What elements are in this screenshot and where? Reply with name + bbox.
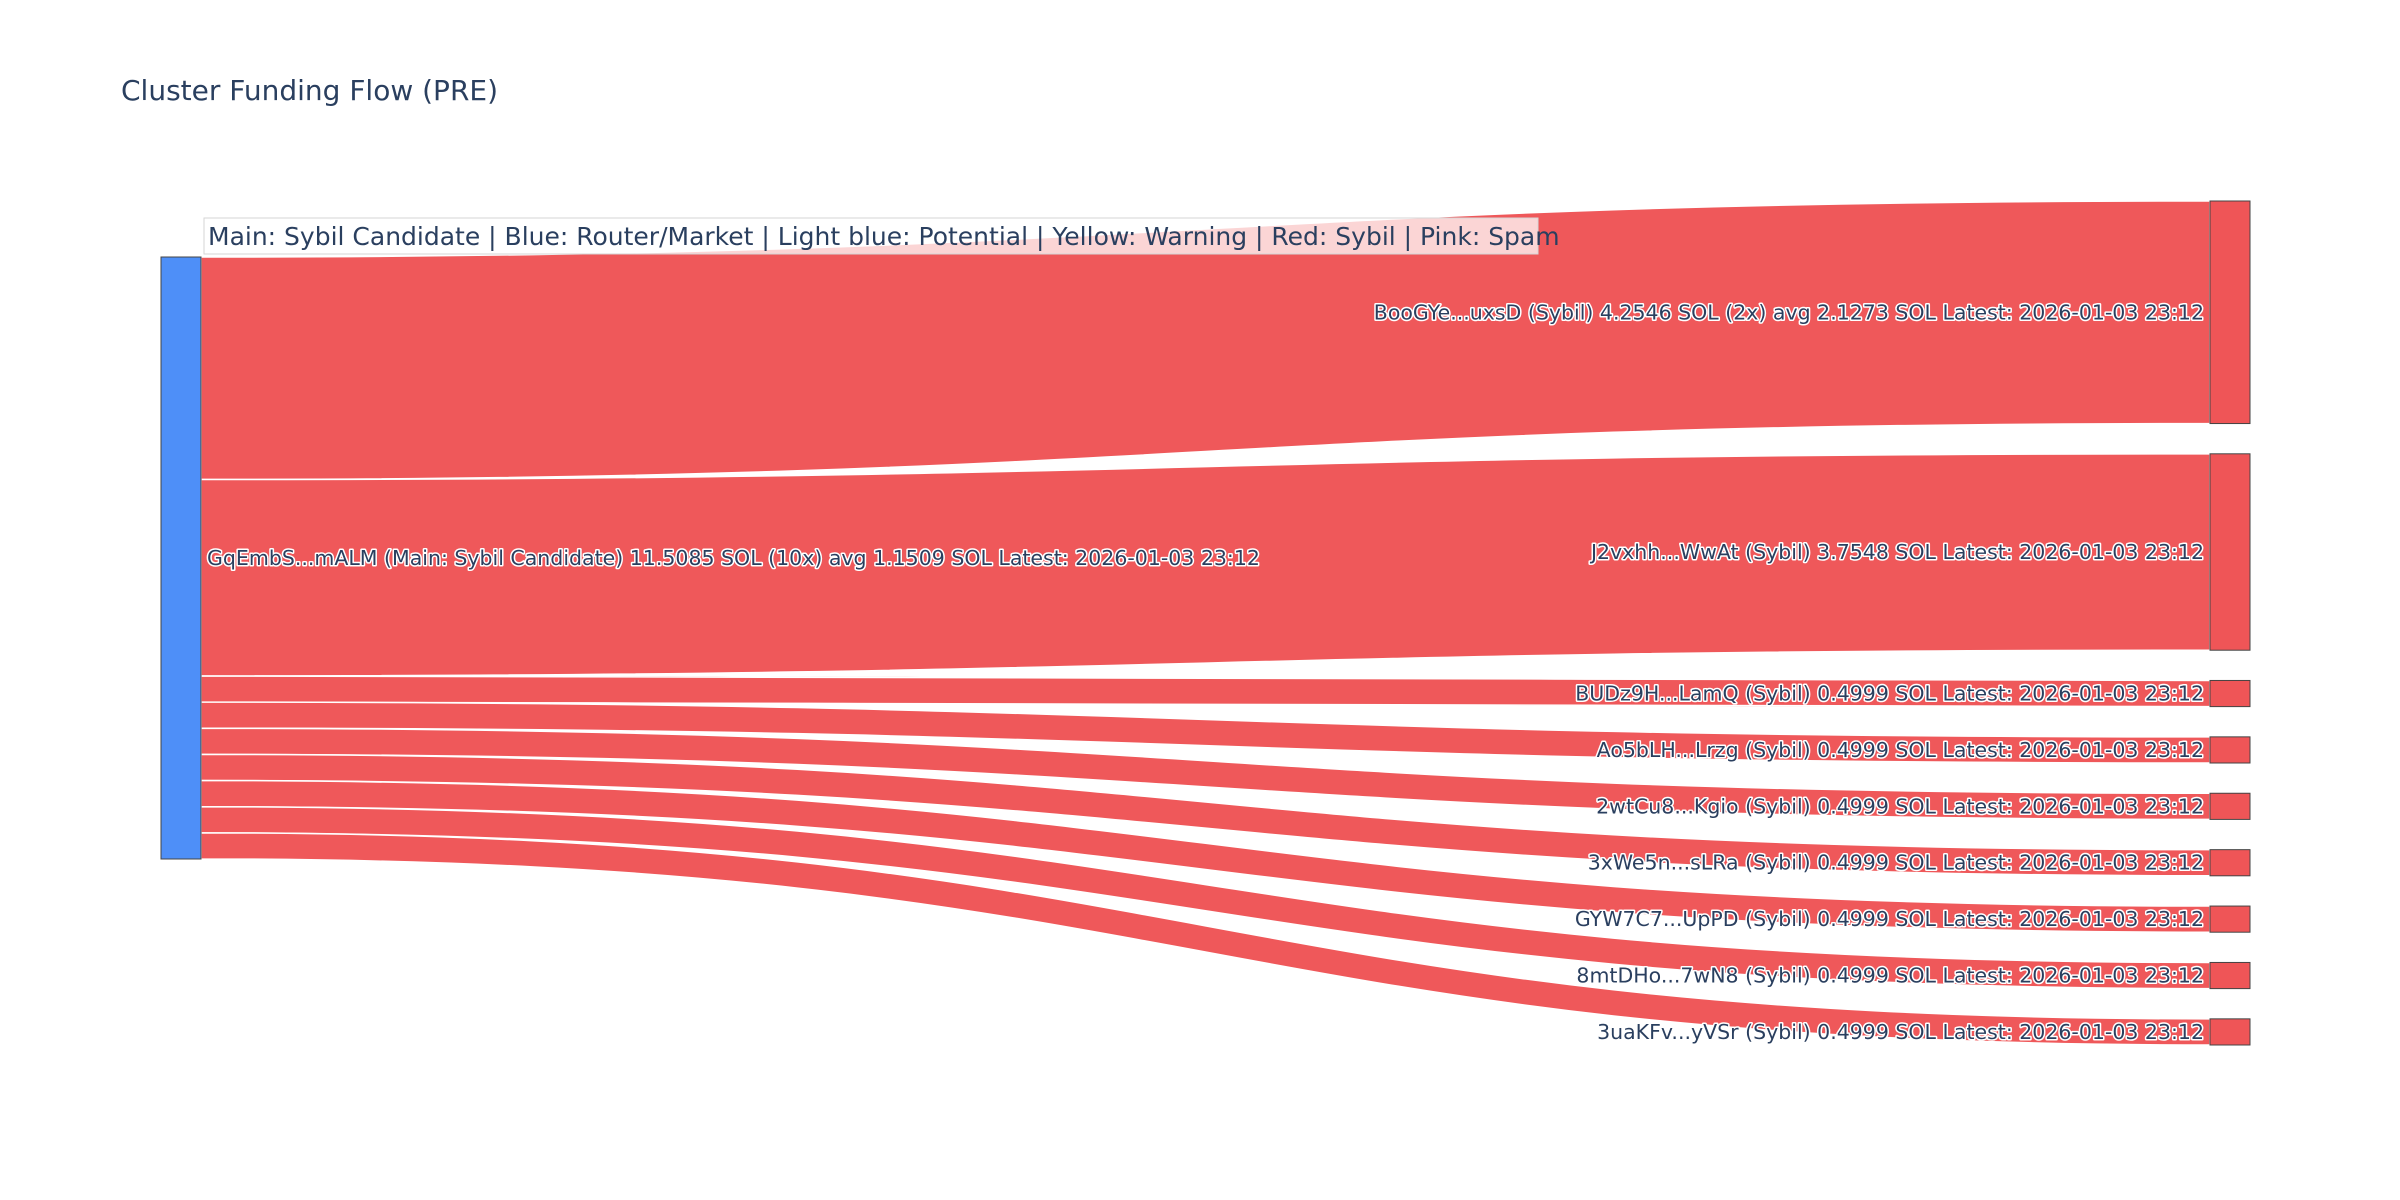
- target-node-2: [2209, 453, 2251, 651]
- target-node-1: [2209, 200, 2251, 425]
- flow-link-8: [200, 805, 2211, 990]
- target-node-5: [2209, 792, 2251, 820]
- target-node-label-2: J2vxhh...WwAt (Sybil) 3.7548 SOL Latest:…: [1589, 540, 2204, 564]
- chart-title: Cluster Funding Flow (PRE): [121, 74, 498, 107]
- target-node-label-8: 8mtDHo...7wN8 (Sybil) 0.4999 SOL Latest:…: [1576, 964, 2204, 988]
- target-node-4: [2209, 736, 2251, 764]
- target-node-7: [2209, 905, 2251, 933]
- target-node-label-4: Ao5bLH...Lrzg (Sybil) 0.4999 SOL Latest:…: [1597, 738, 2204, 762]
- target-node-6: [2209, 849, 2251, 877]
- target-node-label-3: BUDz9H...LamQ (Sybil) 0.4999 SOL Latest:…: [1575, 682, 2204, 706]
- target-node-label-1: BooGYe...uxsD (Sybil) 4.2546 SOL (2x) av…: [1374, 300, 2204, 324]
- target-node-label-7: GYW7C7...UpPD (Sybil) 0.4999 SOL Latest:…: [1575, 907, 2204, 931]
- target-node-3: [2209, 679, 2251, 708]
- source-node-label: GqEmbS...mALM (Main: Sybil Candidate) 11…: [207, 546, 1260, 570]
- target-node-label-6: 3xWe5n...sLRa (Sybil) 0.4999 SOL Latest:…: [1588, 851, 2204, 875]
- target-node-label-5: 2wtCu8...Kgio (Sybil) 0.4999 SOL Latest:…: [1596, 794, 2204, 818]
- flow-nodes: [160, 200, 2251, 1046]
- target-node-label-9: 3uaKFv...yVSr (Sybil) 0.4999 SOL Latest:…: [1597, 1020, 2204, 1044]
- target-node-8: [2209, 961, 2251, 990]
- legend-note: Main: Sybil Candidate | Blue: Router/Mar…: [208, 222, 1560, 251]
- source-node: [160, 256, 202, 860]
- legend-note-background: [203, 217, 1539, 255]
- flow-links: [200, 200, 2211, 1046]
- target-node-9: [2209, 1018, 2251, 1046]
- legend-note-box: Main: Sybil Candidate | Blue: Router/Mar…: [203, 217, 1560, 255]
- node-labels: BooGYe...uxsD (Sybil) 4.2546 SOL (2x) av…: [206, 299, 2206, 1046]
